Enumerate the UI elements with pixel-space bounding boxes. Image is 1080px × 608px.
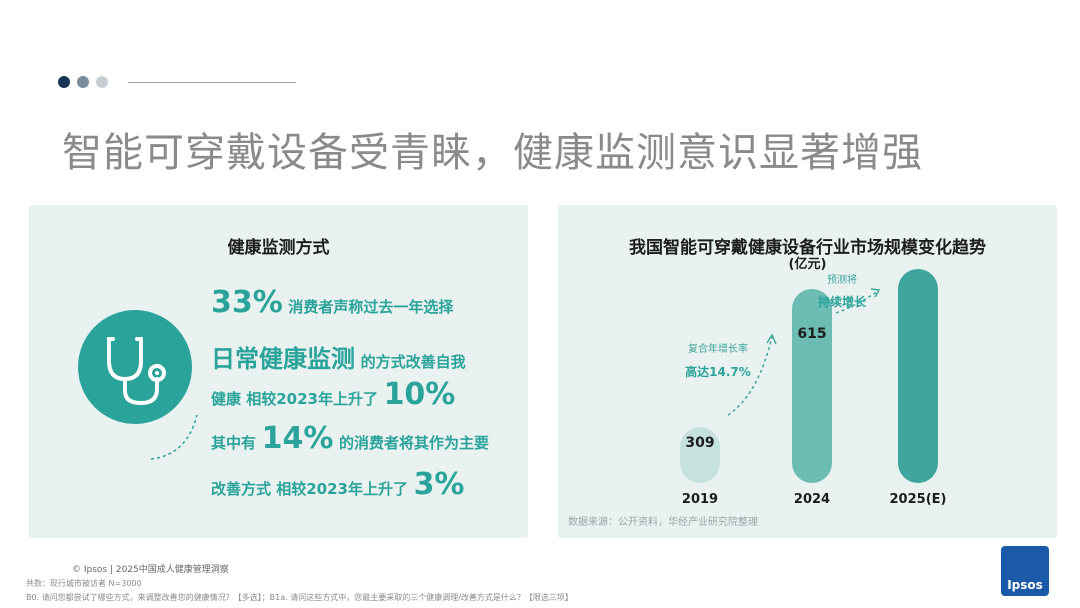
growth-arrow-1 [727,336,773,416]
annotation-label-1: 复合年增长率 [688,342,748,355]
slide-title: 智能可穿戴设备受青睐，健康监测意识显著增强 [62,130,923,176]
growth-arrowhead-2 [870,288,881,298]
stat-line-2: 日常健康监测 的方式改善自我 [211,339,466,374]
annotation-value-1: 高达14.7% [685,364,751,379]
annotation-label-2: 预测将 [827,273,857,286]
curve-arrow [150,414,198,460]
footer-copyright: © Ipsos | 2025中国成人健康管理洞察 [72,565,229,575]
stat-line-5-prefix: 改善方式 相较2023年上升了 [211,480,408,498]
panel-title-left: 健康监测方式 [227,238,330,258]
stat-line-5: 改善方式 相较2023年上升了 3% [211,467,465,502]
stat-daily-monitoring: 日常健康监测 [211,345,355,373]
x-label-2024: 2024 [794,492,830,507]
x-label-2025(E): 2025(E) [890,492,947,507]
chart-unit: (亿元) [788,257,827,272]
stethoscope-icon [78,310,192,424]
value-label-2024: 615 [797,326,826,342]
footer-note-2: B0. 请问您都尝试了哪些方式，来调整改善您的健康情况？【多选】；B1a. 请问… [26,593,573,602]
bar-2025(E) [898,269,938,483]
value-label-2019: 309 [685,435,714,451]
growth-arrow-2 [835,290,879,314]
bar-2019 [680,427,720,483]
stat-line-4-prefix: 其中有 [211,434,257,452]
stat-line-2-text: 的方式改善自我 [360,353,466,371]
x-label-2019: 2019 [682,492,718,507]
dot-1 [58,76,70,88]
stat-line-1: 33% 消费者声称过去一年选择 [211,285,453,320]
annotation-value-2: 持续增长 [818,294,867,309]
stat-line-4: 其中有 14% 的消费者将其作为主要 [211,421,489,456]
slide-dots [58,76,108,88]
stat-10: 10% [383,377,456,412]
bar-2024 [792,289,832,483]
stat-line-3: 健康 相较2023年上升了 10% [211,377,455,412]
stat-33-text: 消费者声称过去一年选择 [288,298,454,316]
stat-line-3-prefix: 健康 相较2023年上升了 [211,390,378,408]
title-divider [128,82,296,83]
dot-3 [96,76,108,88]
footer-note-1: 共数：现行城市被访者 N=3000 [26,579,142,588]
dot-2 [77,76,89,88]
stat-3: 3% [413,467,465,502]
stat-14: 14% [261,421,334,456]
ipsos-logo: Ipsos [1001,546,1049,596]
health-monitoring-panel: 健康监测方式 33% 消费者声称过去一年选择 日常健康监测 的方式改善自我 健康… [29,205,528,538]
stat-line-4-text: 的消费者将其作为主要 [338,434,489,452]
growth-arrowhead-1 [766,333,777,345]
market-size-panel: 我国智能可穿戴健康设备行业市场规模变化趋势 (亿元) 2019 309 2024 61… [558,205,1057,538]
stat-33: 33% [211,285,283,320]
data-source: 数据来源：公开资料，华经产业研究院整理 [568,517,758,528]
chart-title: 我国智能可穿戴健康设备行业市场规模变化趋势 [629,238,986,258]
